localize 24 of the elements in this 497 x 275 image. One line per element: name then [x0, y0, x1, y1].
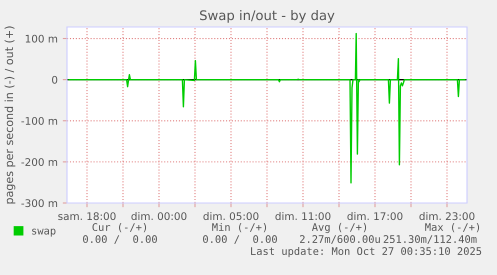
x-tick-label: dim. 11:00: [275, 212, 330, 220]
y-tick-label: -300 m: [21, 199, 58, 208]
text: 251.30m/112.40m: [384, 235, 477, 244]
y-tick-label: -100 m: [21, 116, 58, 125]
legend-label: swap: [32, 228, 56, 237]
x-tick-label: dim. 23:00: [419, 212, 474, 220]
text: 2.27m/600.00u: [300, 235, 380, 244]
x-tick-label: sam. 18:00: [58, 212, 116, 220]
y-tick-label: 100 m: [26, 34, 58, 43]
chart-title: Swap in/out - by day: [200, 10, 334, 23]
x-tick-label: dim. 00:00: [131, 212, 186, 220]
text: Min (-/+): [212, 222, 266, 232]
x-tick-label: dim. 05:00: [203, 212, 258, 220]
text: 0.00 / 0.00: [83, 235, 157, 244]
y-tick-label: 0: [52, 76, 58, 84]
y-axis-title: pages per second in (-) / out (+): [4, 26, 16, 204]
line-series: [68, 32, 466, 184]
text: Avg (-/+): [312, 222, 366, 234]
y-tick-label: -200 m: [21, 158, 58, 166]
text: 0.00 / 0.00: [203, 235, 277, 244]
text: Last update: Mon Oct 27 00:35:10 2025: [251, 246, 482, 258]
text: Cur (-/+): [92, 223, 146, 232]
text: Max (-/+): [425, 223, 480, 232]
x-tick-label: dim. 17:00: [347, 212, 402, 220]
